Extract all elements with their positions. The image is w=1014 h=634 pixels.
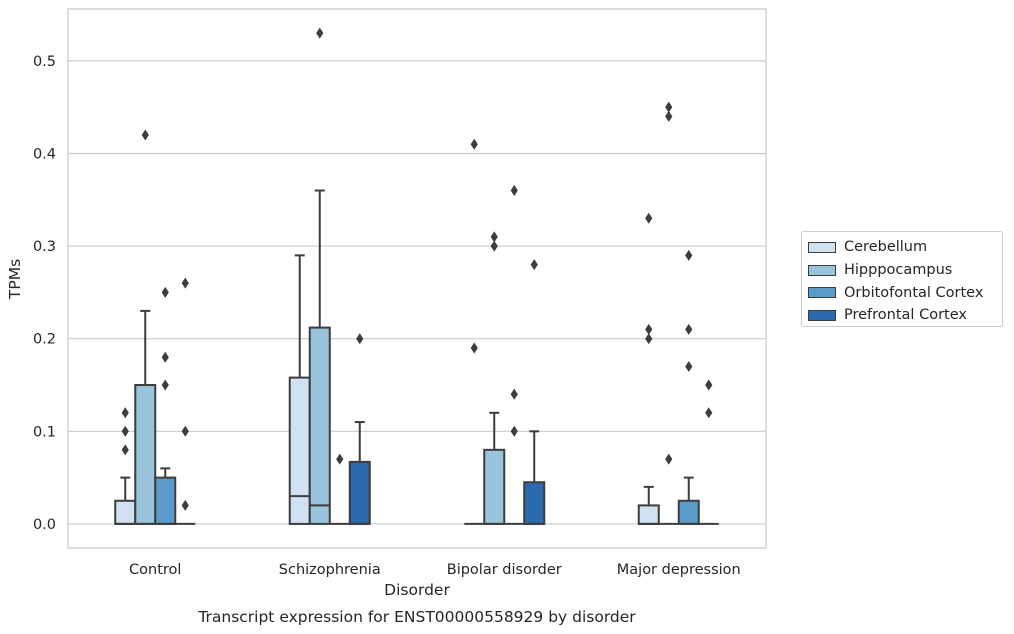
box-group bbox=[677, 249, 700, 525]
legend: Cerebellum Hipppocampus Orbitofontal Corte… bbox=[801, 231, 1003, 327]
outlier-point bbox=[645, 333, 653, 345]
y-tick-label: 0.2 bbox=[33, 332, 56, 348]
gridlines bbox=[68, 60, 766, 525]
outlier-point bbox=[645, 212, 653, 224]
legend-swatch bbox=[808, 264, 836, 276]
box bbox=[288, 376, 311, 525]
outlier-point bbox=[490, 231, 498, 243]
box-group bbox=[637, 212, 660, 525]
legend-swatch bbox=[808, 309, 836, 321]
outlier-point bbox=[530, 259, 538, 271]
plot-frame bbox=[67, 8, 767, 549]
outlier-point bbox=[181, 425, 189, 437]
box-group bbox=[464, 138, 485, 525]
box-group bbox=[483, 231, 506, 525]
x-tick-label: Schizophrenia bbox=[279, 562, 381, 578]
outlier-point bbox=[336, 453, 344, 465]
box bbox=[114, 499, 137, 525]
legend-item: Hipppocampus bbox=[808, 259, 1002, 282]
box-group bbox=[348, 333, 371, 525]
outlier-point bbox=[181, 277, 189, 289]
box bbox=[523, 481, 546, 525]
y-tick-label: 0.5 bbox=[33, 54, 56, 70]
outlier-point bbox=[121, 407, 129, 419]
box-group bbox=[288, 254, 311, 525]
outlier-point bbox=[510, 185, 518, 197]
box-group bbox=[698, 379, 719, 525]
legend-label: Cerebellum bbox=[844, 239, 928, 256]
box bbox=[483, 448, 506, 525]
legend-swatch bbox=[808, 287, 836, 299]
box-group bbox=[523, 259, 546, 525]
y-tick-label: 0.3 bbox=[33, 239, 56, 255]
legend-label: Prefrontal Cortex bbox=[844, 307, 967, 324]
outlier-point bbox=[161, 286, 169, 298]
x-tick-label: Bipolar disorder bbox=[447, 562, 562, 578]
legend-item: Cerebellum bbox=[808, 236, 1002, 259]
box-group bbox=[134, 129, 157, 525]
outlier-point bbox=[161, 379, 169, 391]
box bbox=[637, 504, 660, 525]
outlier-point bbox=[141, 129, 149, 141]
outlier-point bbox=[510, 425, 518, 437]
box-group bbox=[308, 27, 331, 525]
outlier-point bbox=[665, 110, 673, 122]
box-group bbox=[175, 277, 196, 525]
box-group bbox=[329, 453, 350, 525]
legend-item: Prefrontal Cortex bbox=[808, 304, 1002, 327]
chart-caption: Transcript expression for ENST0000055892… bbox=[197, 608, 636, 626]
outlier-point bbox=[356, 333, 364, 345]
outlier-point bbox=[161, 351, 169, 363]
box bbox=[154, 476, 177, 525]
outlier-point bbox=[316, 27, 324, 39]
boxes bbox=[114, 27, 719, 525]
outlier-point bbox=[685, 323, 693, 335]
box bbox=[348, 460, 371, 525]
y-tick-label: 0.4 bbox=[33, 146, 56, 162]
y-tick-label: 0.0 bbox=[33, 517, 56, 533]
y-axis-label: TPMs bbox=[6, 259, 24, 300]
outlier-point bbox=[121, 425, 129, 437]
outlier-point bbox=[490, 240, 498, 252]
box bbox=[308, 326, 331, 525]
legend-label: Orbitofontal Cortex bbox=[844, 284, 984, 301]
box bbox=[677, 499, 700, 525]
y-tick-labels: 0.0 0.1 0.2 0.3 0.4 0.5 bbox=[33, 54, 56, 533]
x-tick-labels: Control Schizophrenia Bipolar disorder Majo… bbox=[129, 562, 741, 578]
outlier-point bbox=[510, 388, 518, 400]
x-tick-label: Major depression bbox=[617, 562, 741, 578]
outlier-point bbox=[121, 444, 129, 456]
box-group bbox=[504, 185, 525, 525]
legend-item: Orbitofontal Cortex bbox=[808, 281, 1002, 304]
legend-swatch bbox=[808, 241, 836, 253]
outlier-point bbox=[665, 453, 673, 465]
outlier-point bbox=[685, 249, 693, 261]
x-tick-label: Control bbox=[129, 562, 181, 578]
outlier-point bbox=[665, 101, 673, 113]
outlier-point bbox=[181, 499, 189, 511]
outlier-point bbox=[470, 342, 478, 354]
x-axis-label: Disorder bbox=[384, 581, 450, 599]
outlier-point bbox=[705, 379, 713, 391]
y-tick-label: 0.1 bbox=[33, 424, 56, 440]
outlier-point bbox=[685, 360, 693, 372]
outlier-point bbox=[705, 407, 713, 419]
legend-label: Hipppocampus bbox=[844, 262, 953, 279]
box-group bbox=[114, 407, 137, 525]
box bbox=[134, 384, 157, 525]
box-group bbox=[154, 286, 177, 525]
outlier-point bbox=[470, 138, 478, 150]
box-group bbox=[658, 101, 679, 525]
outlier-point bbox=[645, 323, 653, 335]
